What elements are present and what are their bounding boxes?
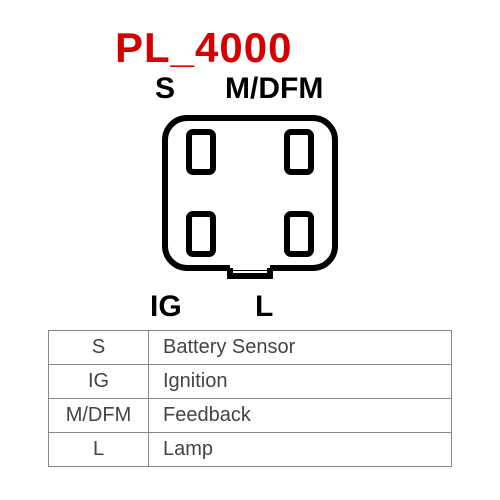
pin-label-l: L — [255, 290, 273, 324]
pin-desc-cell: Lamp — [149, 433, 452, 467]
connector-diagram — [155, 108, 345, 288]
pin-desc-cell: Battery Sensor — [149, 331, 452, 365]
pin-definition-table: SBattery SensorIGIgnitionM/DFMFeedbackLL… — [48, 330, 452, 467]
pin-label-mdfm: M/DFM — [225, 72, 323, 106]
pin-label-s: S — [155, 72, 175, 106]
part-number-title: PL_4000 — [115, 24, 292, 72]
pin-code-cell: L — [49, 433, 149, 467]
table-row: IGIgnition — [49, 365, 452, 399]
table-row: SBattery Sensor — [49, 331, 452, 365]
pin-code-cell: IG — [49, 365, 149, 399]
pin-code-cell: S — [49, 331, 149, 365]
pin-label-ig: IG — [150, 290, 182, 324]
pin-desc-cell: Ignition — [149, 365, 452, 399]
pin-desc-cell: Feedback — [149, 399, 452, 433]
pin-code-cell: M/DFM — [49, 399, 149, 433]
table-row: M/DFMFeedback — [49, 399, 452, 433]
table-row: LLamp — [49, 433, 452, 467]
